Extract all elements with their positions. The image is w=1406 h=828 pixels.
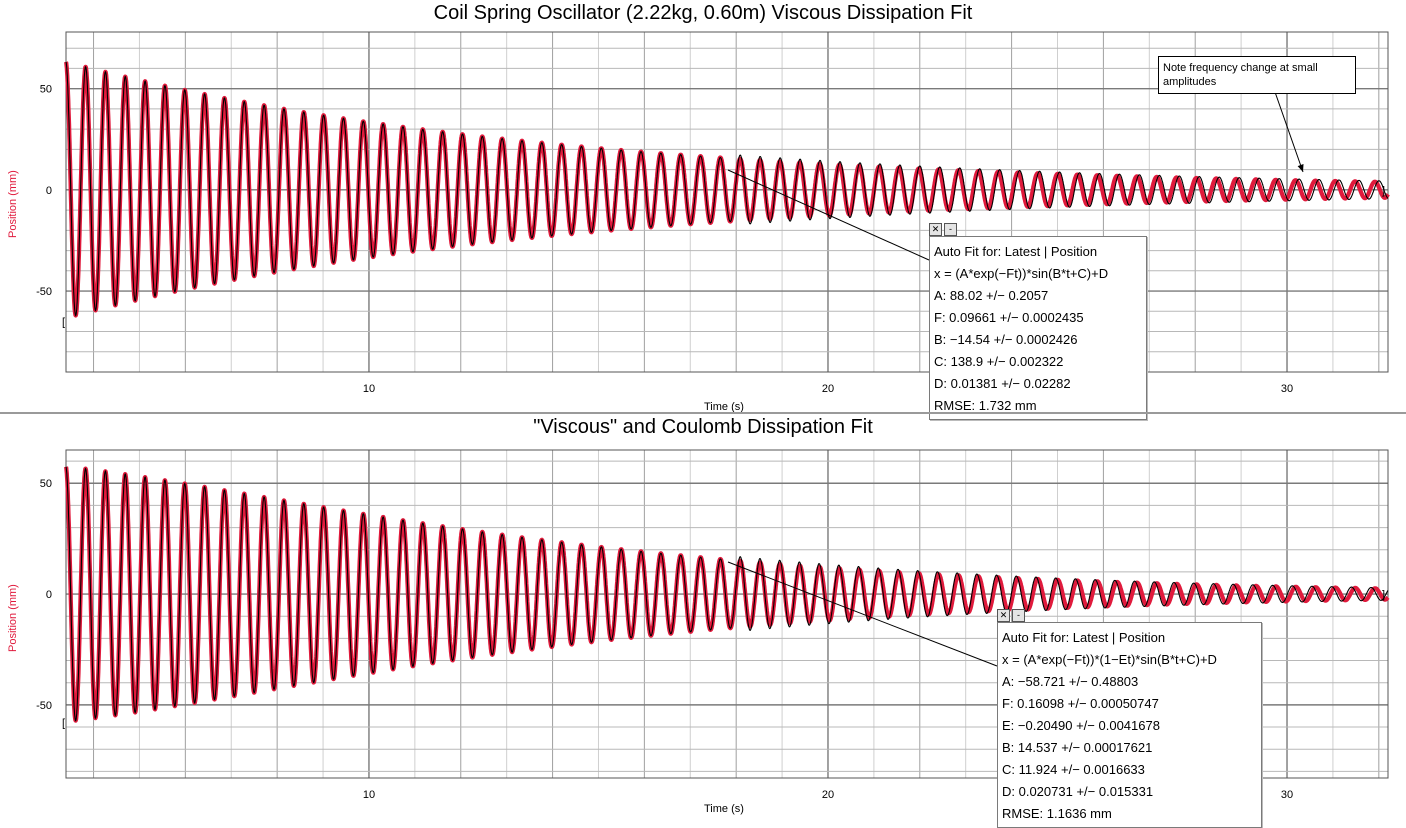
fit-param-b: B: −14.54 +/− 0.0002426 [934,332,1078,347]
end-bracket: ] [1382,589,1385,601]
fit-equation: x = (A*exp(−Ft))*(1−Et)*sin(B*t+C)+D [1002,652,1217,667]
fit-param-a: A: −58.721 +/− 0.48803 [1002,674,1139,689]
viscous-fit-panel: 10 20 30 -50 0 50 [] Coil Spring Oscillator (2… [0,0,1406,420]
x-tick-label: 20 [822,789,834,801]
close-icon[interactable]: ✕ [997,609,1010,622]
annotation-arrow-line [1274,91,1304,173]
chart-title: "Viscous" and Coulomb Dissipation Fit [533,416,873,438]
y-axis-label: Position (mm) [7,584,19,652]
minimize-icon[interactable]: - [944,223,957,236]
fit-curve [63,61,1390,318]
start-bracket: [ [62,316,65,328]
x-axis-label: Time (s) [704,803,744,815]
x-tick-label: 10 [363,789,375,801]
fit-param-d: D: 0.01381 +/− 0.02282 [934,376,1071,391]
fit-label: Auto Fit for: Latest | Position [1002,630,1166,645]
fit-param-a: A: 88.02 +/− 0.2057 [934,288,1049,303]
fit-rmse: RMSE: 1.1636 mm [1002,806,1112,821]
x-tick-label: 20 [822,383,834,395]
fit-param-c: C: 11.924 +/− 0.0016633 [1002,762,1145,777]
chart-title: Coil Spring Oscillator (2.22kg, 0.60m) V… [433,2,973,24]
fit-param-f: F: 0.09661 +/− 0.0002435 [934,310,1084,325]
annotation-arrow-head [1297,164,1304,172]
coulomb-fit-panel: 10 20 30 -50 0 50 [] "Viscous" and Coulomb Dis… [0,412,1406,828]
x-tick-label: 30 [1281,383,1293,395]
data-curve [65,61,1389,317]
y-tick-label: 50 [40,84,52,96]
start-bracket: [ [62,718,65,730]
plot-frame [65,31,1389,373]
y-axis-label: Position (mm) [7,170,19,238]
data-curve [65,466,1389,722]
fit-results-box[interactable]: ✕ - Auto Fit for: Latest | Position x = … [929,223,1147,420]
x-tick-label: 30 [1281,789,1293,801]
fit-box-controls: ✕ - [997,609,1025,622]
fit-leader-line [727,561,998,667]
fit-label: Auto Fit for: Latest | Position [934,244,1098,259]
x-axis-label: Time (s) [704,401,744,413]
fit-rmse: RMSE: 1.732 mm [934,398,1037,413]
fit-results-box[interactable]: ✕ - Auto Fit for: Latest | Position x = … [997,609,1262,828]
fit-param-b: B: 14.537 +/− 0.00017621 [1002,740,1153,755]
y-tick-label: 0 [46,185,52,197]
plot-frame [65,449,1389,779]
end-bracket: ] [1382,185,1385,197]
close-icon[interactable]: ✕ [929,223,942,236]
fit-param-d: D: 0.020731 +/− 0.015331 [1002,784,1154,799]
x-tick-label: 10 [363,383,375,395]
frequency-note-annotation[interactable]: Note frequency change at small amplitude… [1158,56,1356,94]
fit-leader-line [727,169,930,261]
fit-equation: x = (A*exp(−Ft))*sin(B*t+C)+D [934,266,1109,281]
y-tick-label: 0 [46,589,52,601]
y-tick-label: -50 [36,286,52,298]
fit-box-controls: ✕ - [929,223,957,236]
fit-param-f: F: 0.16098 +/− 0.00050747 [1002,696,1159,711]
y-tick-label: 50 [40,478,52,490]
minimize-icon[interactable]: - [1012,609,1025,622]
fit-param-c: C: 138.9 +/− 0.002322 [934,354,1064,369]
y-tick-label: -50 [36,700,52,712]
fit-param-e: E: −0.20490 +/− 0.0041678 [1002,718,1160,733]
